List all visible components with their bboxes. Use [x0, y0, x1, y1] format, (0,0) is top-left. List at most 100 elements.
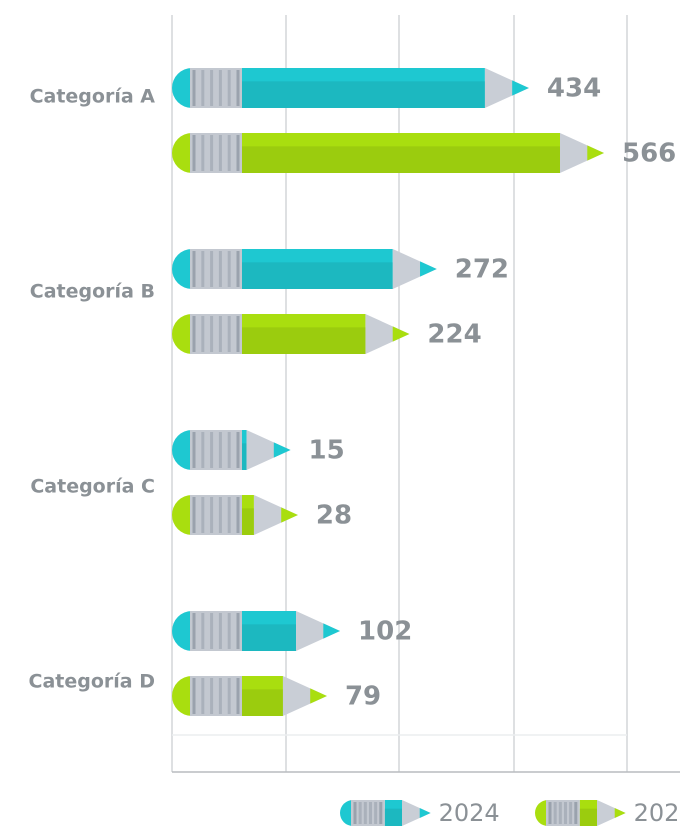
ferrule-line — [363, 802, 367, 824]
tip-wood — [296, 611, 341, 651]
ferrule-line — [218, 251, 222, 287]
ferrule — [351, 800, 385, 826]
ferrule-line — [218, 497, 222, 533]
tip-lead — [419, 808, 431, 818]
tip-lead — [420, 261, 437, 277]
tip-wood — [402, 800, 431, 826]
ferrule-line — [210, 70, 214, 106]
ferrule-line — [201, 70, 205, 106]
ferrule-line — [210, 678, 214, 714]
tip-lead — [273, 442, 291, 458]
value-label: 272 — [455, 255, 509, 285]
eraser — [172, 676, 192, 716]
ferrule-line — [201, 432, 205, 468]
tip-wood — [392, 249, 437, 289]
ferrule — [190, 68, 242, 108]
body-shade — [242, 262, 393, 289]
body-shade — [242, 689, 283, 716]
tip-lead — [512, 80, 529, 96]
ferrule-line — [218, 316, 222, 352]
ferrule-line — [553, 802, 557, 824]
ferrule-line — [236, 497, 240, 533]
ferrule-line — [236, 613, 240, 649]
tip-wood — [253, 495, 298, 535]
pencil-bar — [172, 68, 529, 108]
ferrule-line — [374, 802, 378, 824]
ferrule-line — [201, 251, 205, 287]
ferrule-line — [379, 802, 383, 824]
body-shade — [242, 327, 366, 354]
ferrule-line — [548, 802, 552, 824]
eraser — [172, 249, 192, 289]
value-label: 79 — [345, 682, 381, 712]
body-shade — [242, 624, 297, 651]
tip-wood — [246, 430, 291, 470]
ferrule-line — [218, 135, 222, 171]
ferrule — [190, 249, 242, 289]
eraser — [340, 800, 353, 826]
legend-icon — [340, 800, 431, 826]
eraser — [535, 800, 548, 826]
legend-label: 202 — [634, 799, 680, 827]
tip-wood — [560, 133, 604, 173]
ferrule-line — [236, 316, 240, 352]
ferrule-line — [368, 802, 372, 824]
ferrule-line — [563, 802, 567, 824]
ferrule-line — [201, 135, 205, 171]
ferrule-line — [358, 802, 362, 824]
tip-wood — [484, 68, 529, 108]
eraser — [172, 495, 192, 535]
ferrule-line — [574, 802, 578, 824]
ferrule-line — [236, 678, 240, 714]
category-label: Categoría B — [30, 281, 155, 303]
body-shade — [579, 808, 597, 826]
ferrule-line — [210, 613, 214, 649]
ferrule-line — [201, 497, 205, 533]
ferrule-line — [227, 678, 231, 714]
ferrule-line — [227, 251, 231, 287]
eraser — [172, 430, 192, 470]
ferrule-line — [192, 678, 196, 714]
ferrule — [190, 495, 242, 535]
pencil-bar — [172, 133, 604, 173]
body-shade — [242, 81, 485, 108]
category-label: Categoría A — [30, 86, 156, 108]
pencil-bar — [172, 495, 298, 535]
ferrule-line — [218, 613, 222, 649]
tip-lead — [587, 145, 604, 161]
ferrule-line — [192, 316, 196, 352]
value-label: 102 — [358, 617, 412, 647]
ferrule-line — [558, 802, 562, 824]
pencil-bar — [172, 676, 327, 716]
ferrule-line — [353, 802, 357, 824]
category-label: Categoría D — [29, 671, 155, 693]
pencil-bar — [172, 611, 341, 651]
grid — [171, 15, 680, 773]
ferrule — [190, 611, 242, 651]
ferrule-line — [227, 135, 231, 171]
ferrule — [190, 133, 242, 173]
ferrule-line — [192, 70, 196, 106]
ferrule-line — [218, 70, 222, 106]
ferrule-line — [227, 432, 231, 468]
ferrule-line — [227, 613, 231, 649]
ferrule-line — [192, 497, 196, 533]
ferrule-line — [192, 613, 196, 649]
ferrule-line — [201, 316, 205, 352]
ferrule-line — [210, 432, 214, 468]
eraser — [172, 68, 192, 108]
ferrule-line — [192, 251, 196, 287]
ferrule-line — [218, 678, 222, 714]
value-label: 28 — [316, 501, 352, 531]
ferrule — [546, 800, 580, 826]
ferrule-line — [236, 135, 240, 171]
value-label: 224 — [427, 320, 481, 350]
tip-lead — [310, 688, 327, 704]
legend-icon — [535, 800, 626, 826]
ferrule-line — [569, 802, 573, 824]
ferrule-line — [227, 316, 231, 352]
ferrule-line — [201, 678, 205, 714]
eraser — [172, 314, 192, 354]
tip-lead — [614, 808, 626, 818]
ferrule-line — [236, 432, 240, 468]
